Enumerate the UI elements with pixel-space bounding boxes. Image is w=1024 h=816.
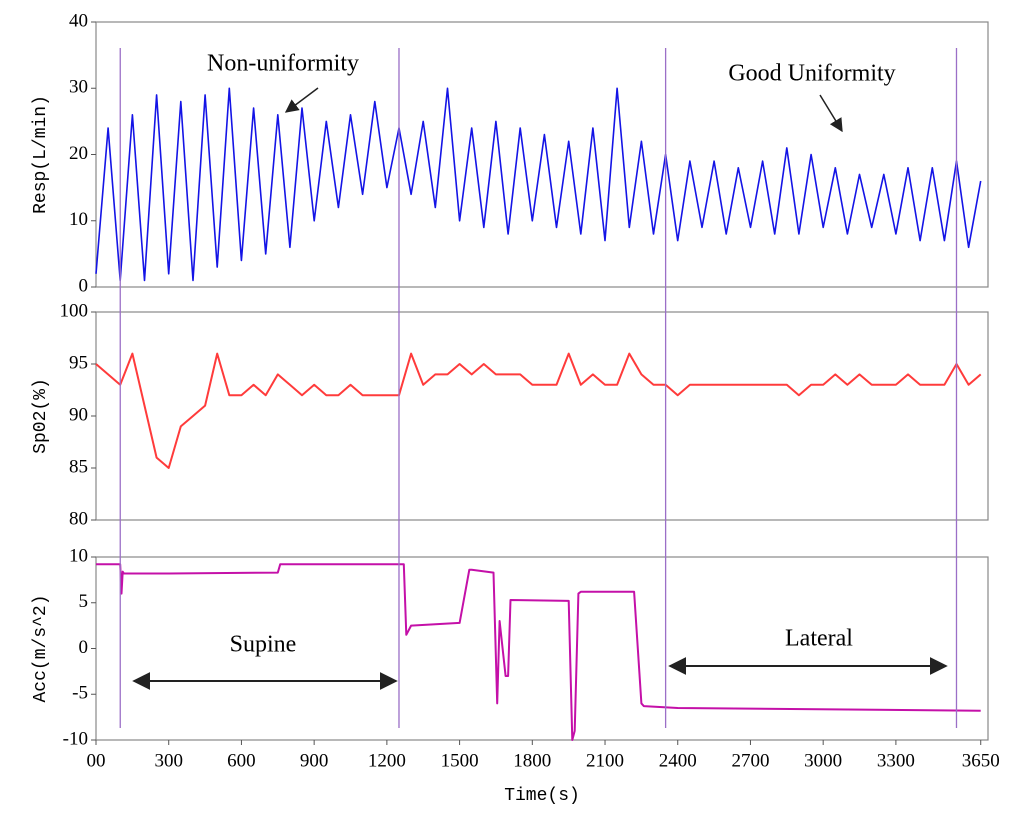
y-tick-label: 80 xyxy=(69,508,88,529)
x-tick-label: 3650 xyxy=(962,750,1000,771)
x-axis-label: Time(s) xyxy=(504,786,580,806)
y-tick-label: 30 xyxy=(69,77,88,98)
x-tick-label: 00 xyxy=(87,750,106,771)
annotation: Lateral xyxy=(785,626,853,652)
y-tick-label: 20 xyxy=(69,143,88,164)
x-tick-label: 3300 xyxy=(877,750,915,771)
x-tick-label: 3000 xyxy=(804,750,842,771)
x-tick-label: 2400 xyxy=(659,750,697,771)
y-tick-label: 85 xyxy=(69,456,88,477)
y-tick-label: 100 xyxy=(60,300,89,321)
data-line xyxy=(95,87,982,282)
data-line xyxy=(95,352,982,469)
y-tick-label: -5 xyxy=(72,683,88,704)
y-tick-label: 0 xyxy=(79,637,89,658)
annotations: Non-uniformity Good Uniformity Supine La… xyxy=(132,51,948,690)
y-axis-label: Sp02(%) xyxy=(31,378,51,454)
annotation: Supine xyxy=(230,632,297,658)
y-tick-label: 40 xyxy=(69,10,88,31)
y-tick-label: 0 xyxy=(79,275,89,296)
x-tick-label: 1500 xyxy=(441,750,479,771)
y-tick-label: 5 xyxy=(79,591,89,612)
y-axis-label: Acc(m/s^2) xyxy=(31,594,51,702)
x-tick-label: 2700 xyxy=(731,750,769,771)
y-tick-label: 10 xyxy=(69,209,88,230)
x-tick-label: 2100 xyxy=(586,750,624,771)
y-tick-label: 90 xyxy=(69,404,88,425)
y-tick-label: 95 xyxy=(69,352,88,373)
x-tick-label: 600 xyxy=(227,750,256,771)
y-axis-label: Resp(L/min) xyxy=(31,95,51,214)
y-tick-label: 10 xyxy=(69,545,88,566)
plot-frame xyxy=(95,311,989,521)
x-tick-label: 1800 xyxy=(513,750,551,771)
x-tick-label: 1200 xyxy=(368,750,406,771)
annotation: Non-uniformity xyxy=(207,51,359,77)
x-tick-label: 300 xyxy=(154,750,183,771)
data-line xyxy=(96,563,981,741)
y-tick-label: -10 xyxy=(63,728,88,749)
arrow xyxy=(284,87,319,113)
annotation: Good Uniformity xyxy=(728,61,895,87)
x-tick-label: 900 xyxy=(300,750,329,771)
arrow xyxy=(819,94,843,133)
